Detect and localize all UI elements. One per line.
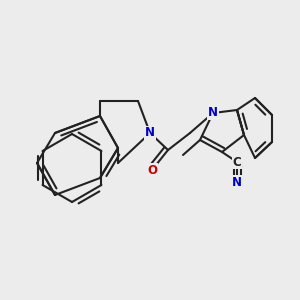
Text: N: N [145,127,155,140]
Text: O: O [147,164,157,176]
Text: C: C [232,155,242,169]
Text: N: N [232,176,242,188]
Text: N: N [208,106,218,119]
